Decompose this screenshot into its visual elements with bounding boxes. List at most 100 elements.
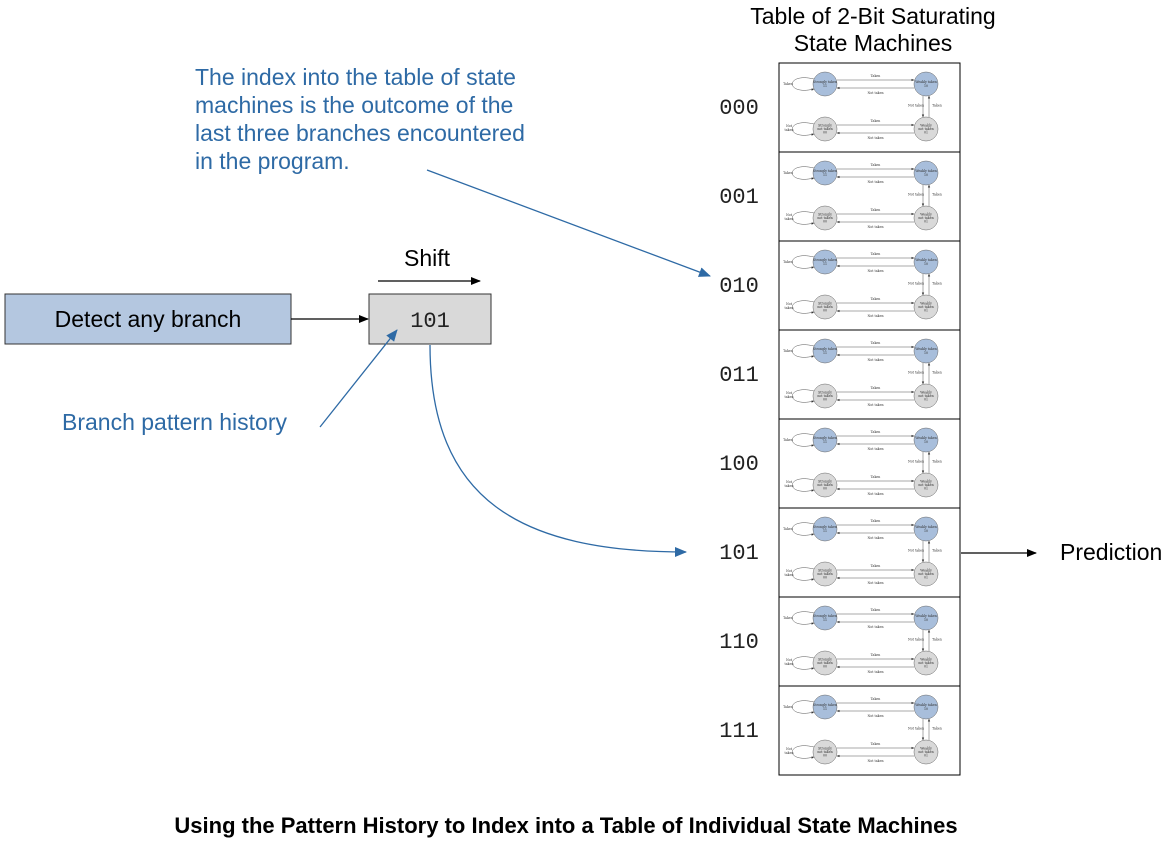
state-label: Weakly not taken 01 (918, 390, 933, 401)
transition-label: Not taken (784, 302, 793, 310)
self-loop-arrow (792, 567, 815, 581)
self-loop-arrow (792, 700, 815, 714)
state-machine-cell: Taken Not taken Taken Not taken Not taken Tak… (778, 62, 961, 153)
prediction-label: Prediction (1060, 539, 1162, 565)
transition-label: Not taken (867, 759, 883, 763)
state-label: Weakly taken 10 (915, 525, 937, 533)
state-circle (913, 472, 939, 498)
row-index-label: 111 (719, 719, 759, 744)
transition-label: Taken (871, 297, 881, 301)
self-loop-arrow (792, 433, 815, 447)
transition-label: Taken (783, 82, 793, 86)
state-circle (812, 561, 838, 587)
transition-label: Taken (783, 527, 793, 531)
transition-label: Not taken (784, 569, 793, 577)
state-circle (913, 160, 939, 186)
index-note-arrow (426, 169, 711, 277)
state-label: Strongly not taken 00 (817, 479, 832, 490)
state-circle (812, 739, 838, 765)
detect-branch-box (4, 293, 292, 345)
state-circle (812, 116, 838, 142)
state-circle (812, 160, 838, 186)
transition-label: Not taken (867, 492, 883, 496)
self-loop-arrow (792, 745, 815, 759)
transition-label: Taken (932, 104, 942, 108)
state-label: Strongly not taken 00 (817, 390, 832, 401)
transition-label: Taken (932, 282, 942, 286)
transition-label: Taken (871, 653, 881, 657)
state-label: Strongly taken 11 (813, 169, 837, 177)
state-circle (812, 249, 838, 275)
state-label: Strongly taken 11 (813, 703, 837, 711)
table-title-line-2: State Machines (794, 30, 953, 56)
transition-label: Not taken (867, 269, 883, 273)
row-index-label: 000 (719, 96, 759, 121)
state-label: Strongly not taken 00 (817, 212, 832, 223)
state-machine-cell: Taken Not taken Taken Not taken Not taken Tak… (778, 596, 961, 687)
transition-label: Not taken (867, 225, 883, 229)
state-circle (913, 249, 939, 275)
state-machine-cell: Taken Not taken Taken Not taken Not taken Tak… (778, 329, 961, 420)
transition-label: Not taken (867, 314, 883, 318)
transition-label: Not taken (867, 670, 883, 674)
figure-caption: Using the Pattern History to Index into … (174, 813, 957, 838)
transition-label: Not taken (784, 658, 793, 666)
transition-label: Taken (871, 430, 881, 434)
transition-label: Not taken (908, 193, 924, 197)
transition-label: Not taken (784, 124, 793, 132)
transition-label: Taken (783, 616, 793, 620)
state-circle (913, 427, 939, 453)
transition-label: Taken (932, 638, 942, 642)
transition-label: Taken (932, 371, 942, 375)
transition-label: Taken (871, 208, 881, 212)
state-circle (913, 338, 939, 364)
state-circle (812, 516, 838, 542)
state-circle (913, 383, 939, 409)
state-circle (913, 561, 939, 587)
transition-label: Not taken (784, 391, 793, 399)
state-label: Weakly not taken 01 (918, 568, 933, 579)
state-label: Strongly not taken 00 (817, 746, 832, 757)
state-label: Weakly taken 10 (915, 347, 937, 355)
state-label: Weakly not taken 01 (918, 301, 933, 312)
self-loop-arrow (792, 522, 815, 536)
row-index-labels: 000 001 010 011 100 101 110 111 (719, 96, 759, 744)
state-circle (913, 116, 939, 142)
history-register-value: 101 (410, 309, 450, 334)
state-label: Weakly not taken 01 (918, 746, 933, 757)
state-circle (913, 71, 939, 97)
state-circle (812, 294, 838, 320)
transition-label: Not taken (867, 447, 883, 451)
shift-label: Shift (404, 245, 451, 271)
transition-label: Taken (932, 460, 942, 464)
state-circle (812, 71, 838, 97)
state-circle (812, 605, 838, 631)
state-circle (812, 338, 838, 364)
state-circle (913, 605, 939, 631)
transition-label: Not taken (867, 581, 883, 585)
transition-label: Not taken (908, 638, 924, 642)
transition-label: Taken (871, 74, 881, 78)
transition-label: Not taken (784, 747, 793, 755)
transition-label: Taken (871, 163, 881, 167)
self-loop-arrow (792, 122, 815, 136)
state-label: Weakly not taken 01 (918, 212, 933, 223)
state-circle (913, 650, 939, 676)
state-machine-cell: Taken Not taken Taken Not taken Not taken Tak… (778, 685, 961, 776)
state-circle (812, 427, 838, 453)
transition-label: Not taken (867, 625, 883, 629)
state-label: Strongly not taken 00 (817, 568, 832, 579)
transition-label: Not taken (908, 460, 924, 464)
row-index-label: 001 (719, 185, 759, 210)
transition-label: Not taken (867, 403, 883, 407)
transition-label: Not taken (867, 136, 883, 140)
transition-label: Not taken (908, 282, 924, 286)
table-title-line-1: Table of 2-Bit Saturating (750, 3, 995, 29)
transition-label: Taken (871, 519, 881, 523)
state-circle (913, 205, 939, 231)
state-machine-cell: Taken Not taken Taken Not taken Not taken Tak… (778, 240, 961, 331)
transition-label: Not taken (867, 536, 883, 540)
history-to-row-curve (429, 344, 687, 557)
state-label: Strongly taken 11 (813, 525, 837, 533)
transition-label: Not taken (867, 180, 883, 184)
